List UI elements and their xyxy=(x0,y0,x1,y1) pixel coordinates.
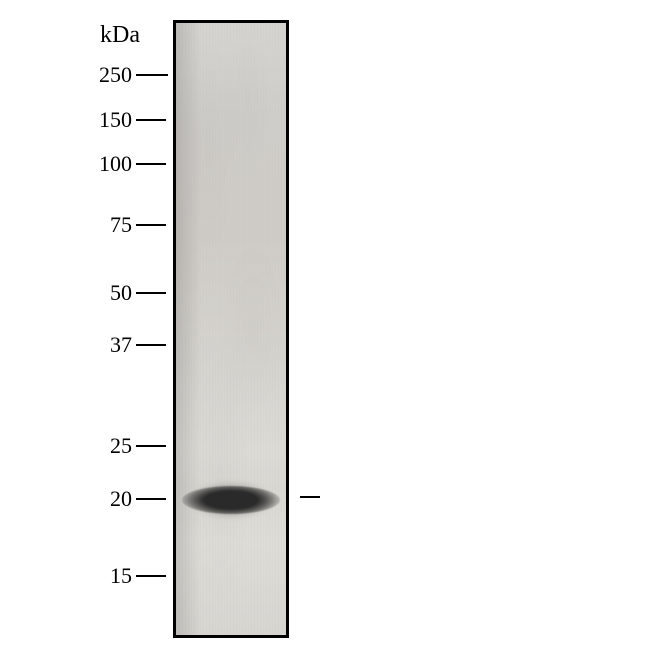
ladder-tick-mark xyxy=(136,163,166,165)
ladder-tick-mark xyxy=(136,498,166,500)
ladder-tick-label: 20 xyxy=(82,486,132,512)
blot-lane xyxy=(173,20,289,638)
ladder-tick-mark xyxy=(136,344,166,346)
axis-unit-label: kDa xyxy=(100,22,140,49)
target-band-marker xyxy=(300,496,320,498)
ladder-tick-label: 150 xyxy=(82,107,132,133)
ladder-tick-label: 75 xyxy=(82,212,132,238)
band xyxy=(182,486,280,514)
western-blot-figure: kDa 250 150 100 75 50 37 25 20 15 xyxy=(0,0,650,650)
ladder-tick-label: 50 xyxy=(82,280,132,306)
ladder-tick-mark xyxy=(136,224,166,226)
ladder-tick-mark xyxy=(136,575,166,577)
ladder-tick-label: 25 xyxy=(82,433,132,459)
ladder-tick-label: 15 xyxy=(82,563,132,589)
ladder-tick-label: 100 xyxy=(82,151,132,177)
ladder-tick-mark xyxy=(136,445,166,447)
ladder-tick-mark xyxy=(136,74,168,76)
ladder-tick-label: 37 xyxy=(82,332,132,358)
ladder-tick-label: 250 xyxy=(82,62,132,88)
ladder-tick-mark xyxy=(136,292,166,294)
ladder-tick-mark xyxy=(136,119,166,121)
lane-left-shadow xyxy=(176,23,201,635)
